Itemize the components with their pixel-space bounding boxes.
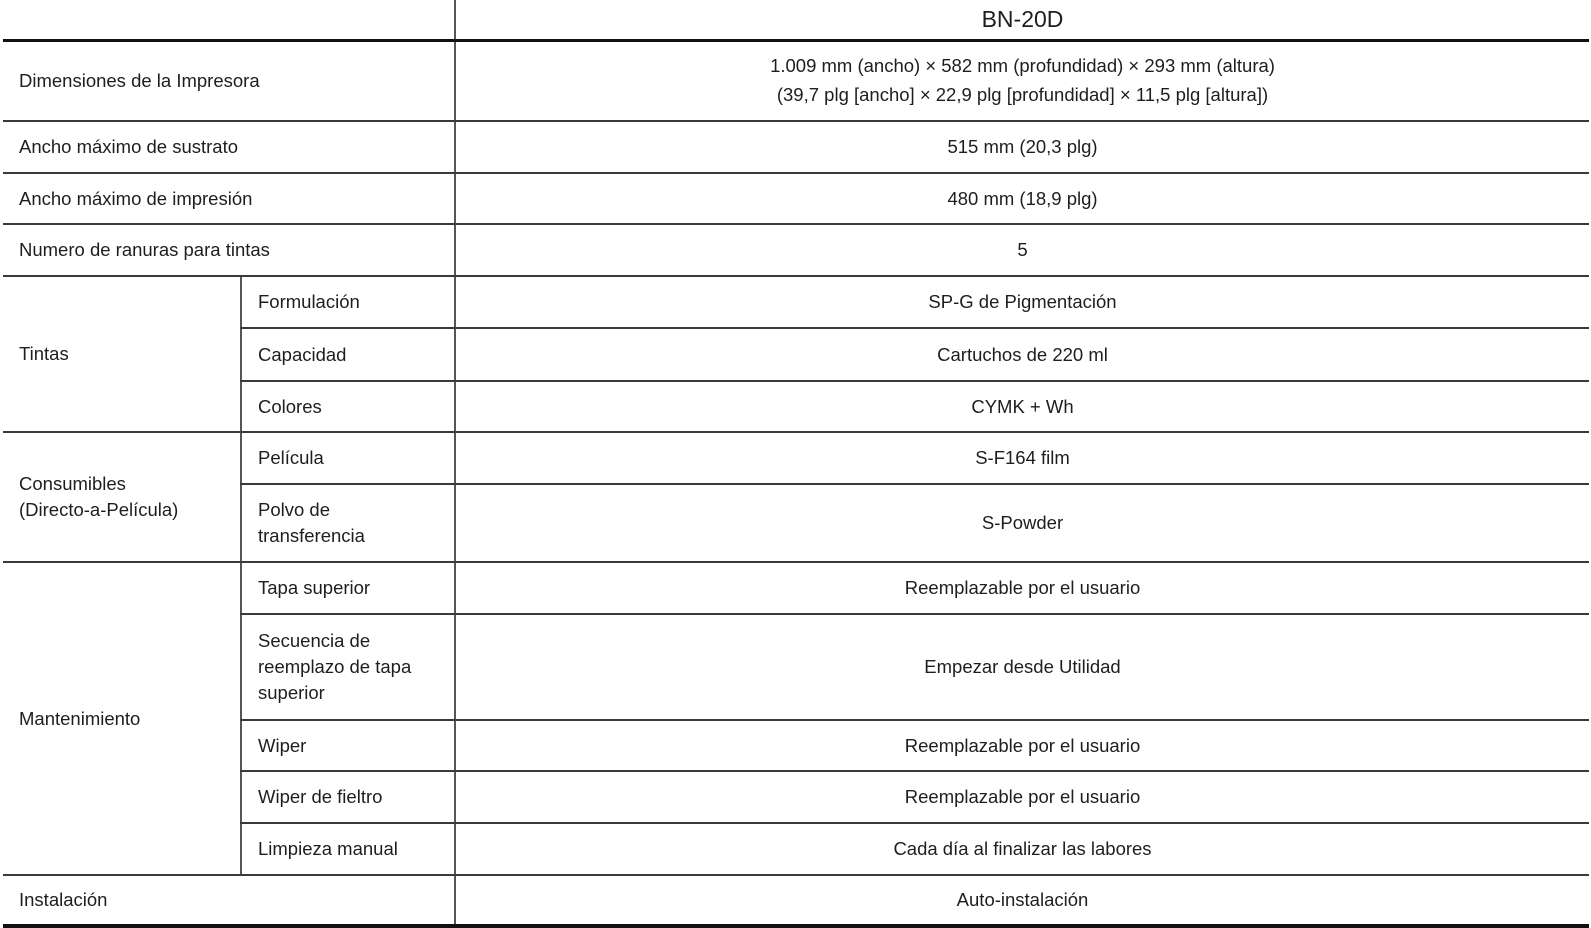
- row-value: 5: [454, 224, 1589, 277]
- table-row: Wiper de fieltro Reemplazable por el usu…: [3, 771, 1589, 824]
- sub-label: Polvo de transferencia: [240, 484, 455, 563]
- label-line: reemplazo de tapa: [258, 656, 412, 677]
- sub-label: Wiper de fieltro: [240, 771, 455, 824]
- row-label: Ancho máximo de sustrato: [3, 121, 455, 174]
- group-label: Mantenimiento: [3, 562, 241, 876]
- table-row: Secuencia de reemplazo de tapa superior Em…: [3, 614, 1589, 721]
- model-name: BN-20D: [454, 0, 1589, 42]
- row-value: Reemplazable por el usuario: [454, 562, 1589, 615]
- row-value: S-F164 film: [454, 432, 1589, 485]
- label-line: Secuencia de: [258, 630, 371, 651]
- header-blank: [3, 0, 455, 42]
- sub-label: Wiper: [240, 720, 455, 772]
- row-value: 1.009 mm (ancho) × 582 mm (profundidad) …: [454, 40, 1589, 122]
- table-row: Polvo de transferencia S-Powder: [3, 484, 1589, 563]
- sub-label: Tapa superior: [240, 562, 455, 615]
- row-value: 515 mm (20,3 plg): [454, 121, 1589, 174]
- table-row: Colores CYMK + Wh: [3, 381, 1589, 433]
- group-label: Tintas: [3, 276, 241, 433]
- sub-label: Formulación: [240, 276, 455, 329]
- table-row: Ancho máximo de impresión 480 mm (18,9 p…: [3, 173, 1589, 225]
- table-row: Numero de ranuras para tintas 5: [3, 224, 1589, 277]
- label-line: Polvo de: [258, 499, 330, 520]
- table-row: Dimensiones de la Impresora 1.009 mm (an…: [3, 40, 1589, 122]
- group-label: Consumibles (Directo-a-Película): [3, 432, 241, 563]
- row-value: CYMK + Wh: [454, 381, 1589, 433]
- label-line: (Directo-a-Película): [19, 499, 179, 520]
- label-line: Consumibles: [19, 473, 126, 494]
- spec-table: BN-20D Dimensiones de la Impresora 1.009…: [3, 0, 1589, 928]
- value-line: 1.009 mm (ancho) × 582 mm (profundidad) …: [770, 55, 1275, 77]
- row-value: S-Powder: [454, 484, 1589, 563]
- header-row: BN-20D: [3, 0, 1589, 42]
- row-label: Numero de ranuras para tintas: [3, 224, 455, 277]
- row-value: Cartuchos de 220 ml: [454, 328, 1589, 382]
- sub-label: Película: [240, 432, 455, 485]
- row-value: Reemplazable por el usuario: [454, 771, 1589, 824]
- table-row: Ancho máximo de sustrato 515 mm (20,3 pl…: [3, 121, 1589, 174]
- sub-label: Secuencia de reemplazo de tapa superior: [240, 614, 455, 721]
- table-row: Mantenimiento Tapa superior Reemplazable…: [3, 562, 1589, 876]
- table-row: Instalación Auto-instalación: [3, 875, 1589, 928]
- sub-label: Colores: [240, 381, 455, 433]
- sub-label: Limpieza manual: [240, 823, 455, 876]
- row-value: Empezar desde Utilidad: [454, 614, 1589, 721]
- table-row: Capacidad Cartuchos de 220 ml: [3, 328, 1589, 382]
- table-row: Consumibles (Directo-a-Película) Película…: [3, 432, 1589, 563]
- row-value: Auto-instalación: [454, 875, 1589, 928]
- table-row: Tintas Formulación SP-G de Pigmentación: [3, 276, 1589, 433]
- row-value: SP-G de Pigmentación: [454, 276, 1589, 329]
- row-value: 480 mm (18,9 plg): [454, 173, 1589, 225]
- row-label: Instalación: [3, 875, 455, 928]
- label-line: transferencia: [258, 525, 365, 546]
- sub-label: Capacidad: [240, 328, 455, 382]
- row-label: Ancho máximo de impresión: [3, 173, 455, 225]
- table-row: Wiper Reemplazable por el usuario: [3, 720, 1589, 772]
- row-label: Dimensiones de la Impresora: [3, 40, 455, 122]
- table-row: Limpieza manual Cada día al finalizar la…: [3, 823, 1589, 876]
- label-line: superior: [258, 682, 325, 703]
- row-value: Cada día al finalizar las labores: [454, 823, 1589, 876]
- value-line: (39,7 plg [ancho] × 22,9 plg [profundida…: [776, 84, 1269, 106]
- row-value: Reemplazable por el usuario: [454, 720, 1589, 772]
